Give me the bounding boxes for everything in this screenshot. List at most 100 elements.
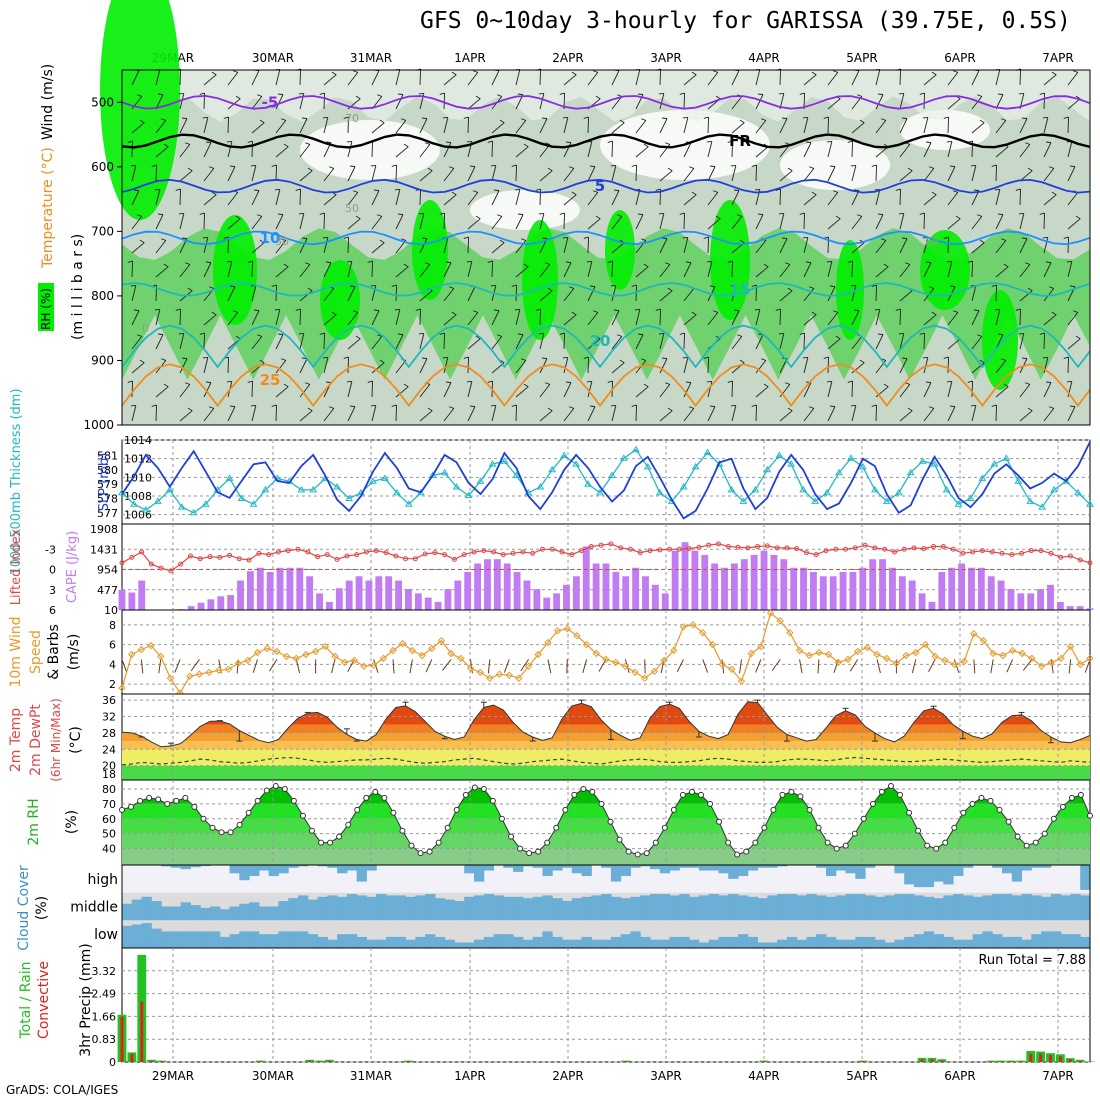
wind-barb — [875, 309, 881, 326]
wind-barb — [323, 408, 335, 422]
wind-barb-flag — [856, 94, 862, 97]
wind-barb — [1043, 168, 1055, 182]
wind-barb-flag — [565, 141, 572, 144]
wind-barb — [899, 93, 905, 110]
wind-barb-flag — [307, 407, 313, 412]
wind-barb — [491, 336, 503, 350]
wind-barb-flag — [235, 215, 241, 220]
wind-barb-flag — [655, 188, 661, 191]
cape-bar — [256, 567, 264, 610]
wind-barb-flag — [661, 117, 668, 120]
wind-barb-flag — [847, 140, 853, 143]
wind-barb — [371, 122, 385, 134]
wind-barb-flag — [757, 213, 764, 216]
wind-barb — [635, 146, 649, 158]
cloud-middle-bar — [698, 895, 710, 921]
cloud-middle-bar — [464, 896, 475, 921]
temp-tick-label: 18 — [102, 768, 116, 781]
wind-speed-point — [273, 647, 281, 656]
wind-barb — [203, 332, 206, 350]
wind-barb — [739, 659, 743, 674]
wind-speed-point — [844, 655, 852, 664]
wind-barb — [275, 360, 287, 374]
wind-barb — [131, 122, 145, 134]
wind-barb — [947, 406, 956, 422]
wind-barb-flag — [1048, 166, 1054, 169]
wind-barb — [587, 192, 599, 206]
li-point — [784, 545, 790, 551]
cloud-high-bar — [366, 865, 377, 871]
cloud-middle-bar — [200, 907, 211, 921]
cloud-high-bar — [180, 865, 191, 870]
cloud-high-bar — [337, 865, 348, 874]
rh-point — [806, 806, 813, 813]
precip-convective-bar — [861, 1061, 865, 1062]
precip-convective-bar — [1078, 1060, 1082, 1062]
temp-tick-label: 36 — [102, 694, 116, 707]
wind-barb-flag — [493, 309, 500, 312]
wind-barb — [851, 310, 860, 326]
wind-barb-flag — [679, 212, 685, 215]
rh-point — [752, 839, 759, 846]
cloud-low-bar — [786, 936, 798, 948]
cape-bar — [1047, 584, 1054, 610]
wind-barb-flag — [184, 382, 190, 385]
cape-bar — [414, 593, 422, 610]
wind-barb — [563, 288, 575, 302]
thickness-point — [440, 468, 449, 476]
wind-axis-label-1: 10m Wind — [8, 616, 24, 687]
wind-barb — [755, 146, 769, 158]
wind-barb-flag — [205, 381, 212, 384]
wind-barb — [899, 264, 911, 278]
thickness-point — [572, 460, 580, 467]
wind-barb — [299, 384, 311, 398]
wind-barb-flag — [832, 190, 838, 193]
precip-convective-bar — [930, 1059, 934, 1062]
wind-barb-flag — [253, 309, 260, 312]
wind-barb — [923, 314, 937, 326]
cloud-high-bar — [317, 865, 328, 867]
wind-barb-flag — [595, 215, 601, 220]
wind-barb — [491, 122, 505, 134]
wind-barb — [539, 188, 542, 206]
wind-speed-point — [476, 668, 484, 677]
wind-barb — [539, 308, 542, 326]
wind-label: Wind (m/s) — [40, 64, 56, 140]
li-point — [256, 550, 262, 556]
cloud-high-bar — [1011, 865, 1023, 882]
wind-barb — [1043, 117, 1049, 134]
thickness-point — [452, 483, 461, 490]
cloud-high-bar — [532, 865, 543, 868]
rh-point — [580, 785, 587, 792]
thickness-point — [428, 471, 437, 478]
wind-speed-point — [999, 651, 1007, 660]
cloud-low-bar — [386, 936, 397, 948]
wind-barb-flag — [1063, 236, 1069, 239]
li-point — [608, 541, 614, 547]
li-point — [1019, 550, 1025, 556]
wind-barb — [899, 118, 908, 134]
cloud-middle-bar — [219, 909, 231, 921]
precip-convective-bar — [940, 1060, 944, 1062]
wind-barb-flag — [1069, 165, 1076, 168]
li-point — [725, 544, 731, 550]
thickness-point — [894, 488, 903, 496]
wind-barb-flag — [397, 93, 404, 96]
wind-barb — [515, 120, 527, 134]
isotherm-line — [121, 178, 1091, 194]
wind-barb — [683, 332, 686, 350]
wind-barb — [659, 290, 673, 302]
rh-saturated-plume — [100, 0, 180, 220]
wind-barb — [755, 309, 761, 326]
wind-barb — [323, 314, 337, 326]
wind-barb — [899, 384, 911, 398]
wind-barb — [155, 120, 167, 134]
wind-barb — [443, 74, 457, 86]
wind-barb-flag — [463, 356, 469, 359]
cloud-middle-bar — [562, 900, 573, 921]
wind-speed-point — [611, 658, 620, 667]
cloud-high-bar — [552, 865, 563, 871]
li-point — [979, 548, 985, 554]
cape-bar — [918, 593, 926, 610]
wind-barb — [392, 659, 395, 674]
